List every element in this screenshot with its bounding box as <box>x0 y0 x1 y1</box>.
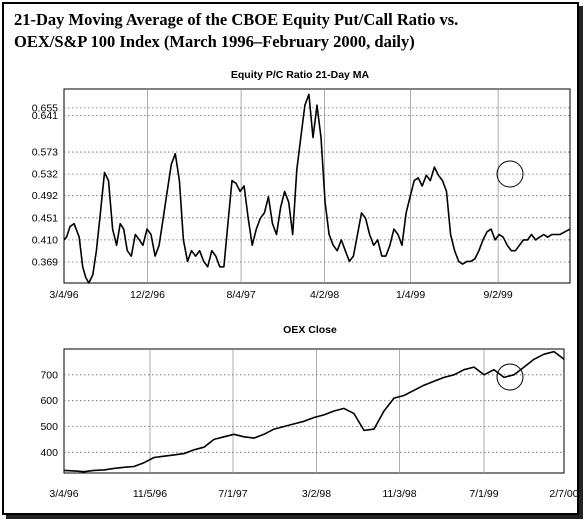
oex-x-tick-label: 7/1/99 <box>469 488 498 500</box>
oex-horizontal-grid <box>64 374 564 453</box>
frame-shadow-right <box>579 6 583 519</box>
oex-highlight-circle <box>496 363 524 391</box>
put-call-x-tick-label: 3/4/96 <box>49 289 78 301</box>
put-call-plot-area <box>63 88 571 284</box>
put-call-x-tick-label: 4/2/98 <box>310 289 339 301</box>
put-call-x-tick-labels: 3/4/96 12/2/96 8/4/97 4/2/98 1/4/99 9/2/99 <box>49 289 513 301</box>
oex-y-tick-label: 400 <box>40 447 58 459</box>
put-call-y-tick-label: 0.410 <box>32 234 58 246</box>
oex-chart-title: OEX Close <box>283 324 337 336</box>
put-call-y-tick-label: 0.641 <box>32 110 58 122</box>
oex-chart: OEX Close 700 600 500 400 3/4/96 11/5/96 7/1/… <box>40 324 578 500</box>
put-call-y-tick-label: 0.492 <box>32 190 58 202</box>
put-call-y-tick-label: 0.532 <box>32 169 58 181</box>
oex-x-tick-labels: 3/4/96 11/5/96 7/1/97 3/2/98 11/3/98 7/1/99 2/… <box>49 488 578 500</box>
put-call-y-tick-label: 0.451 <box>32 212 58 224</box>
figure-frame <box>2 2 579 515</box>
put-call-x-tick-label: 12/2/96 <box>130 289 165 301</box>
oex-vertical-grid <box>149 349 485 473</box>
frame-shadow-bottom <box>6 515 583 519</box>
put-call-chart-title: Equity P/C Ratio 21-Day MA <box>231 69 370 81</box>
put-call-series-line <box>63 93 571 284</box>
put-call-y-tick-label: 0.655 <box>32 102 58 114</box>
put-call-x-tick-label: 9/2/99 <box>484 289 513 301</box>
oex-x-tick-label: 11/5/96 <box>133 488 167 500</box>
oex-y-tick-label: 600 <box>40 395 58 407</box>
oex-x-tick-label: 2/7/00 <box>549 488 578 500</box>
oex-y-tick-label: 500 <box>40 421 58 433</box>
oex-x-tick-label: 3/2/98 <box>302 488 331 500</box>
oex-x-tick-label: 7/1/97 <box>218 488 247 500</box>
put-call-vertical-grid <box>147 89 499 283</box>
figure-title-line-1: 21-Day Moving Average of the CBOE Equity… <box>14 10 459 29</box>
figure-title-line-2: OEX/S&P 100 Index (March 1996–February 2… <box>14 32 415 51</box>
oex-plot-area <box>63 348 565 474</box>
put-call-x-tick-label: 8/4/97 <box>226 289 255 301</box>
oex-series-line <box>63 350 565 473</box>
put-call-x-tick-label: 1/4/99 <box>396 289 425 301</box>
oex-x-tick-label: 3/4/96 <box>49 488 78 500</box>
put-call-y-tick-label: 0.369 <box>32 256 58 268</box>
oex-y-tick-labels: 700 600 500 400 <box>40 369 58 459</box>
put-call-y-tick-label: 0.573 <box>32 147 58 159</box>
oex-x-tick-label: 11/3/98 <box>382 488 416 500</box>
oex-y-tick-label: 700 <box>40 369 58 381</box>
put-call-highlight-circle <box>496 160 524 188</box>
